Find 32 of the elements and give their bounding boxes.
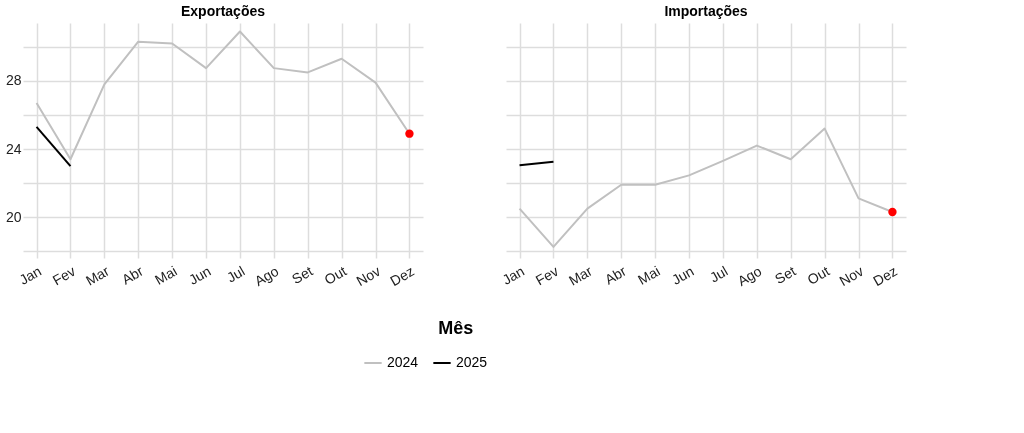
x-tick-label: Jul <box>223 262 248 286</box>
x-tick-label: Jan <box>499 262 528 288</box>
x-tick-label: Dez <box>870 262 900 290</box>
x-tick-label: Mai <box>635 262 663 288</box>
chart-title: Exportações <box>180 3 266 19</box>
x-tick-label: Out <box>804 262 833 288</box>
x-tick-label: Jan <box>16 262 45 288</box>
x-tick-label: Nov <box>353 262 384 290</box>
x-tick-label: Abr <box>118 262 147 288</box>
x-tick-label: Mai <box>152 262 180 288</box>
x-tick-label: Ago <box>734 262 765 290</box>
x-tick-label: Jul <box>706 262 731 286</box>
legend-label: 2024 <box>387 354 419 370</box>
legend-label: 2025 <box>456 354 488 370</box>
x-tick-label: Ago <box>251 262 282 290</box>
y-tick-label: 24 <box>5 140 22 157</box>
x-tick-label: Set <box>772 262 799 288</box>
x-tick-label: Dez <box>387 262 417 290</box>
x-tick-label: Set <box>289 262 316 288</box>
y-tick-label: 20 <box>5 208 22 225</box>
x-tick-label: Jun <box>186 262 214 288</box>
x-axis-title: Mês <box>438 318 474 338</box>
x-tick-label: Fev <box>49 262 78 289</box>
x-tick-label: Mar <box>565 262 596 289</box>
x-tick-label: Fev <box>532 262 561 289</box>
y-tick-label: 28 <box>5 72 22 89</box>
x-tick-label: Nov <box>836 262 867 290</box>
x-tick-label: Out <box>321 262 350 288</box>
x-tick-label: Mar <box>82 262 113 289</box>
x-tick-label: Abr <box>601 262 630 288</box>
chart-title: Importações <box>664 3 748 19</box>
x-tick-label: Jun <box>669 262 697 288</box>
